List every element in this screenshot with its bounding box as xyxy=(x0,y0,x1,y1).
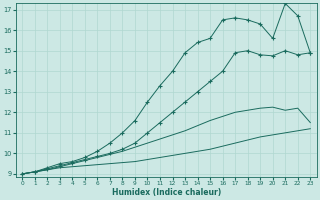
X-axis label: Humidex (Indice chaleur): Humidex (Indice chaleur) xyxy=(112,188,221,197)
